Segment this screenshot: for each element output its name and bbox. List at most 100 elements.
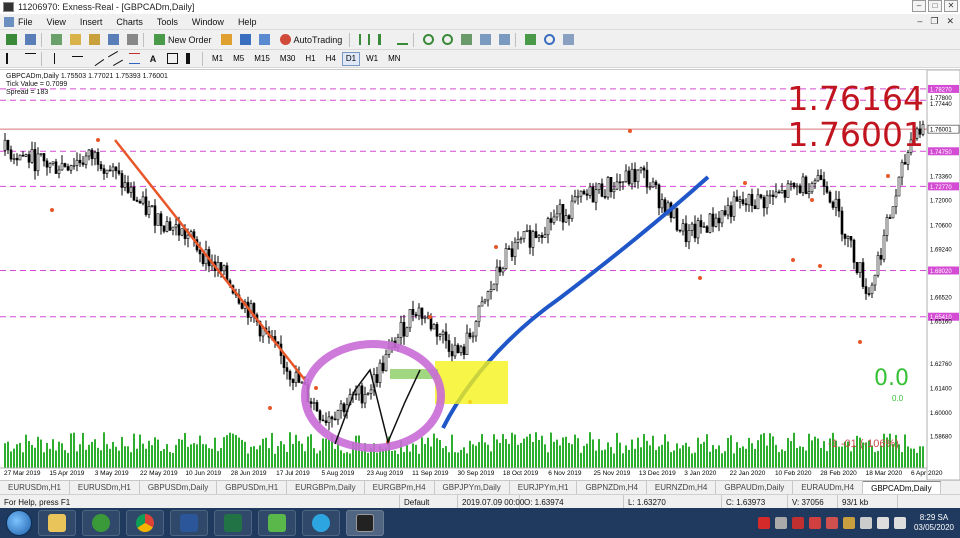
line-chart-button[interactable] <box>394 32 410 48</box>
timeframe-h4[interactable]: H4 <box>325 54 336 63</box>
chart-tab[interactable]: EURGBPm,H4 <box>365 481 435 494</box>
app-tray-icon[interactable] <box>825 517 838 529</box>
menu-insert[interactable]: Insert <box>79 16 103 27</box>
volume-bar <box>730 435 732 468</box>
minimize-button[interactable]: – <box>912 0 926 12</box>
menu-tools[interactable]: Tools <box>156 16 178 27</box>
horizontal-line-button[interactable] <box>69 51 85 67</box>
taskbar-clock[interactable]: 8:29 SA 03/05/2020 <box>914 513 954 533</box>
network-tray-icon[interactable] <box>876 517 889 529</box>
label-button[interactable] <box>164 51 180 67</box>
timeframe-m5[interactable]: M5 <box>233 54 245 63</box>
volume-bar <box>79 444 81 468</box>
candle-body <box>399 321 403 338</box>
antivirus-tray-icon[interactable] <box>842 517 855 529</box>
metaeditor-button[interactable] <box>219 32 235 48</box>
periods-button[interactable] <box>541 32 557 48</box>
chart-minimize-button[interactable]: – <box>917 16 923 26</box>
chart-tab[interactable]: EURUSDm,H1 <box>0 481 70 494</box>
chart-tab[interactable]: GBPUSDm,Daily <box>140 481 218 494</box>
chart-tab[interactable]: GBPCADm,Daily <box>863 481 941 494</box>
taskbar-app-green[interactable] <box>258 510 296 536</box>
volume-bar <box>70 433 72 468</box>
chart-tab[interactable]: GBPAUDm,Daily <box>716 481 794 494</box>
hover-open: O: 1.63974 <box>520 495 624 509</box>
chart-tab[interactable]: EURNZDm,H4 <box>647 481 717 494</box>
timeframe-d1[interactable]: D1 <box>341 51 361 66</box>
maximize-button[interactable]: □ <box>928 0 942 12</box>
chart-tab[interactable]: EURJPYm,H1 <box>510 481 578 494</box>
terminal-button[interactable] <box>105 32 121 48</box>
signals-button[interactable] <box>238 32 254 48</box>
navigator-button[interactable] <box>86 32 102 48</box>
volume-tray-icon[interactable] <box>893 517 906 529</box>
timeframe-m15[interactable]: M15 <box>254 54 270 63</box>
data-window-button[interactable] <box>67 32 83 48</box>
menu-charts[interactable]: Charts <box>116 16 143 27</box>
candle-body <box>147 206 151 215</box>
templates-button[interactable] <box>560 32 576 48</box>
taskbar-word[interactable] <box>170 510 208 536</box>
cursor-button[interactable] <box>3 51 19 67</box>
equidistant-channel-button[interactable] <box>107 50 123 67</box>
timeframe-m1[interactable]: M1 <box>212 54 224 63</box>
taskbar-explorer[interactable] <box>38 510 76 536</box>
timeframe-m30[interactable]: M30 <box>279 54 296 63</box>
chart-tab[interactable]: EURGBPm,Daily <box>287 481 365 494</box>
volume-bar <box>403 452 405 468</box>
taskbar-chrome[interactable] <box>126 510 164 536</box>
red-tray-icon[interactable] <box>791 517 804 529</box>
price-chart[interactable]: 1.78270 1.77800 1.77440 1.76001 1.74750 1.733… <box>0 69 960 480</box>
taskbar-media[interactable] <box>82 510 120 536</box>
crosshair-button[interactable] <box>22 51 38 67</box>
menu-help[interactable]: Help <box>237 16 257 27</box>
chart-tab[interactable]: GBPNZDm,H4 <box>577 481 647 494</box>
chart-shift-button[interactable] <box>477 32 493 48</box>
timeframe-h1[interactable]: H1 <box>305 54 316 63</box>
tile-windows-button[interactable] <box>458 32 474 48</box>
chart-tab[interactable]: EURUSDm,H1 <box>70 481 140 494</box>
chart-tab[interactable]: EURAUDm,H4 <box>793 481 864 494</box>
strategy-tester-button[interactable] <box>124 32 140 48</box>
chart-tab[interactable]: GBPJPYm,Daily <box>435 481 510 494</box>
taskbar-excel[interactable] <box>214 510 252 536</box>
profiles-button[interactable] <box>22 32 38 48</box>
menu-file[interactable]: File <box>18 16 33 27</box>
flag-tray-icon[interactable] <box>859 517 872 529</box>
taskbar-telegram[interactable] <box>302 510 340 536</box>
candle-body <box>762 197 766 209</box>
arrows-button[interactable] <box>183 51 199 67</box>
settings-tray-icon[interactable] <box>774 517 787 529</box>
new-order-button[interactable]: New Order <box>150 32 216 48</box>
close-button[interactable]: ✕ <box>944 0 958 12</box>
menu-view[interactable]: View <box>46 16 66 27</box>
candlestick-button[interactable] <box>375 32 391 48</box>
chart-restore-button[interactable]: ❐ <box>930 16 939 26</box>
menu-window[interactable]: Window <box>191 16 224 27</box>
timeframe-w1[interactable]: W1 <box>366 54 379 63</box>
vertical-line-button[interactable] <box>48 51 66 67</box>
market-watch-button[interactable] <box>48 32 64 48</box>
bar-chart-button[interactable] <box>356 32 372 48</box>
chart-window-icon[interactable] <box>4 16 14 27</box>
zoom-out-button[interactable] <box>439 32 455 48</box>
chart-close-button[interactable]: ✕ <box>946 16 954 26</box>
vivaldi-tray-icon[interactable] <box>757 517 770 529</box>
fibonacci-button[interactable] <box>126 51 142 67</box>
autotrading-button[interactable]: AutoTrading <box>276 32 347 48</box>
market-button[interactable] <box>257 32 273 48</box>
chart-tab[interactable]: GBPUSDm,H1 <box>217 481 288 494</box>
zoom-in-button[interactable] <box>420 32 436 48</box>
indicators-button[interactable] <box>522 32 538 48</box>
new-chart-button[interactable] <box>3 32 19 48</box>
start-button[interactable] <box>6 510 32 536</box>
price-axis-label: 1.65160 <box>930 320 952 326</box>
timeframe-mn[interactable]: MN <box>388 54 401 63</box>
auto-scroll-button[interactable] <box>496 32 512 48</box>
fractal-marker <box>743 181 747 185</box>
trendline-button[interactable] <box>88 50 104 67</box>
taskbar-exness[interactable] <box>346 510 384 536</box>
vpn-tray-icon[interactable] <box>808 517 821 529</box>
text-button[interactable]: A <box>149 53 157 64</box>
